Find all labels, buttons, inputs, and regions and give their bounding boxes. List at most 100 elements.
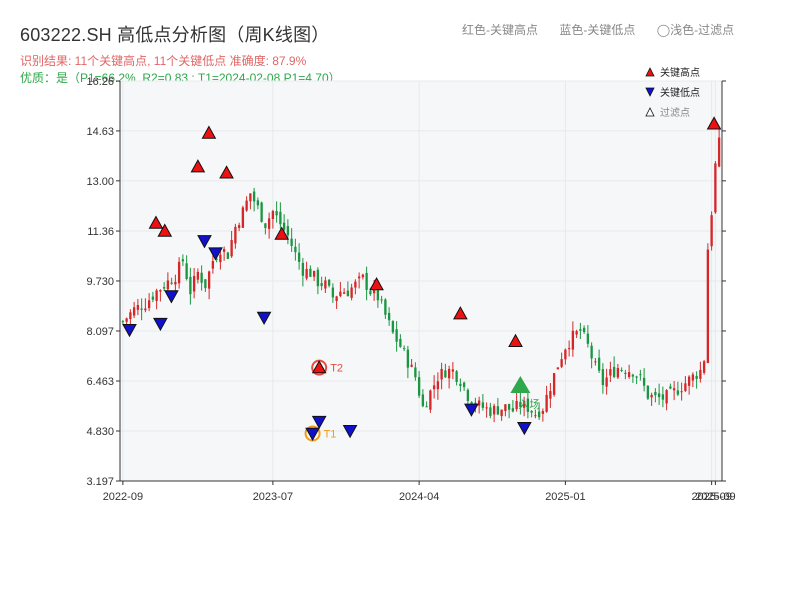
candle-body bbox=[432, 385, 436, 390]
candle-body bbox=[155, 290, 158, 301]
candle-body bbox=[230, 240, 233, 257]
y-tick-label: 6.463 bbox=[86, 376, 114, 388]
candle-body bbox=[260, 202, 263, 222]
candle-body bbox=[196, 271, 200, 280]
candle-body bbox=[121, 321, 125, 323]
key-high-marker bbox=[148, 215, 164, 229]
candle-body bbox=[320, 283, 323, 287]
candle-body bbox=[402, 348, 406, 350]
x-tick-label: 2023-07 bbox=[253, 491, 293, 503]
candle-body bbox=[125, 318, 128, 322]
candle-body bbox=[616, 368, 620, 378]
candle-body bbox=[650, 394, 653, 398]
y-tick-label: 8.097 bbox=[86, 326, 114, 338]
candle-body bbox=[241, 207, 245, 228]
candle-body bbox=[354, 281, 357, 288]
candle-body bbox=[147, 300, 151, 309]
candle-body bbox=[372, 288, 376, 294]
red-high-legend: 红色-关键高点 bbox=[462, 23, 538, 37]
candle-body bbox=[586, 333, 590, 344]
candle-body bbox=[496, 406, 500, 415]
key-low-marker bbox=[464, 403, 479, 417]
candle-body bbox=[204, 279, 207, 289]
candle-body bbox=[477, 400, 481, 406]
key-high-marker bbox=[274, 226, 290, 240]
candle-body bbox=[695, 375, 698, 379]
t1-low-marker bbox=[305, 427, 320, 441]
candle-body bbox=[174, 281, 177, 285]
blue-low-legend: 蓝色-关键低点 bbox=[559, 23, 636, 37]
candle-body bbox=[522, 400, 526, 408]
candle-body bbox=[706, 249, 710, 364]
candle-body bbox=[714, 163, 717, 213]
candle-body bbox=[136, 305, 140, 310]
candle-body bbox=[504, 404, 507, 411]
candle-body bbox=[489, 407, 492, 416]
candle-body bbox=[481, 402, 485, 408]
candle-body bbox=[357, 276, 361, 279]
candle-body bbox=[594, 361, 597, 363]
candle-body bbox=[211, 261, 215, 269]
candlesticks bbox=[121, 128, 721, 423]
candle-body bbox=[549, 391, 552, 399]
candle-body bbox=[309, 268, 312, 277]
y-tick-label: 16.26 bbox=[86, 76, 114, 88]
candle-body bbox=[256, 200, 260, 206]
candle-body bbox=[639, 374, 642, 376]
candle-body bbox=[166, 280, 170, 290]
candle-body bbox=[297, 252, 301, 262]
candle-body bbox=[436, 381, 440, 390]
candle-body bbox=[327, 279, 331, 286]
candle-body bbox=[421, 394, 425, 407]
key-low-marker bbox=[197, 235, 212, 249]
candle-body bbox=[346, 290, 350, 297]
candle-body bbox=[601, 369, 605, 386]
candle-body bbox=[590, 345, 593, 359]
candle-body bbox=[635, 376, 638, 378]
candle-body bbox=[335, 296, 338, 302]
candle-body bbox=[519, 401, 522, 408]
candle-body bbox=[459, 383, 462, 386]
candle-body bbox=[159, 290, 162, 292]
key-high-marker bbox=[201, 125, 217, 139]
candle-body bbox=[579, 329, 582, 331]
candle-body bbox=[556, 367, 560, 370]
candle-body bbox=[361, 274, 365, 278]
candle-body bbox=[365, 272, 368, 290]
y-tick-label: 4.830 bbox=[86, 426, 114, 438]
x-tick-label: 2022-09 bbox=[103, 491, 143, 503]
candle-body bbox=[410, 364, 413, 367]
candle-body bbox=[215, 258, 218, 260]
candle-body bbox=[534, 415, 537, 417]
color-legend: 红色-关键高点 蓝色-关键低点 ◯浅色-过滤点 bbox=[462, 21, 734, 38]
candle-body bbox=[369, 291, 372, 295]
candle-body bbox=[207, 271, 211, 289]
candle-body bbox=[462, 382, 466, 388]
candle-body bbox=[661, 394, 665, 400]
entry-marker bbox=[510, 375, 531, 393]
candle-body bbox=[279, 211, 282, 225]
key-low-marker bbox=[311, 415, 327, 430]
candle-body bbox=[511, 408, 515, 412]
candle-body bbox=[429, 390, 432, 410]
candle-body bbox=[680, 391, 683, 393]
candle-body bbox=[226, 252, 230, 259]
candle-body bbox=[684, 383, 687, 391]
legend-filtered-icon bbox=[645, 107, 655, 117]
legend-filtered-label: 过滤点 bbox=[660, 106, 690, 119]
key-low-marker bbox=[153, 317, 168, 332]
result-summary: 识别结果: 11个关键高点, 11个关键低点 准确度: 87.9% bbox=[20, 54, 307, 68]
y-tick-label: 9.730 bbox=[86, 276, 114, 288]
key-high-marker bbox=[706, 116, 722, 130]
candle-body bbox=[237, 225, 241, 228]
candle-body bbox=[324, 280, 327, 289]
candle-body bbox=[376, 287, 380, 301]
candle-body bbox=[391, 321, 395, 333]
candle-body bbox=[537, 411, 541, 418]
candle-body bbox=[399, 338, 402, 347]
candle-body bbox=[447, 368, 451, 379]
candle-body bbox=[252, 191, 256, 202]
candle-body bbox=[380, 299, 383, 301]
candle-body bbox=[222, 249, 226, 252]
